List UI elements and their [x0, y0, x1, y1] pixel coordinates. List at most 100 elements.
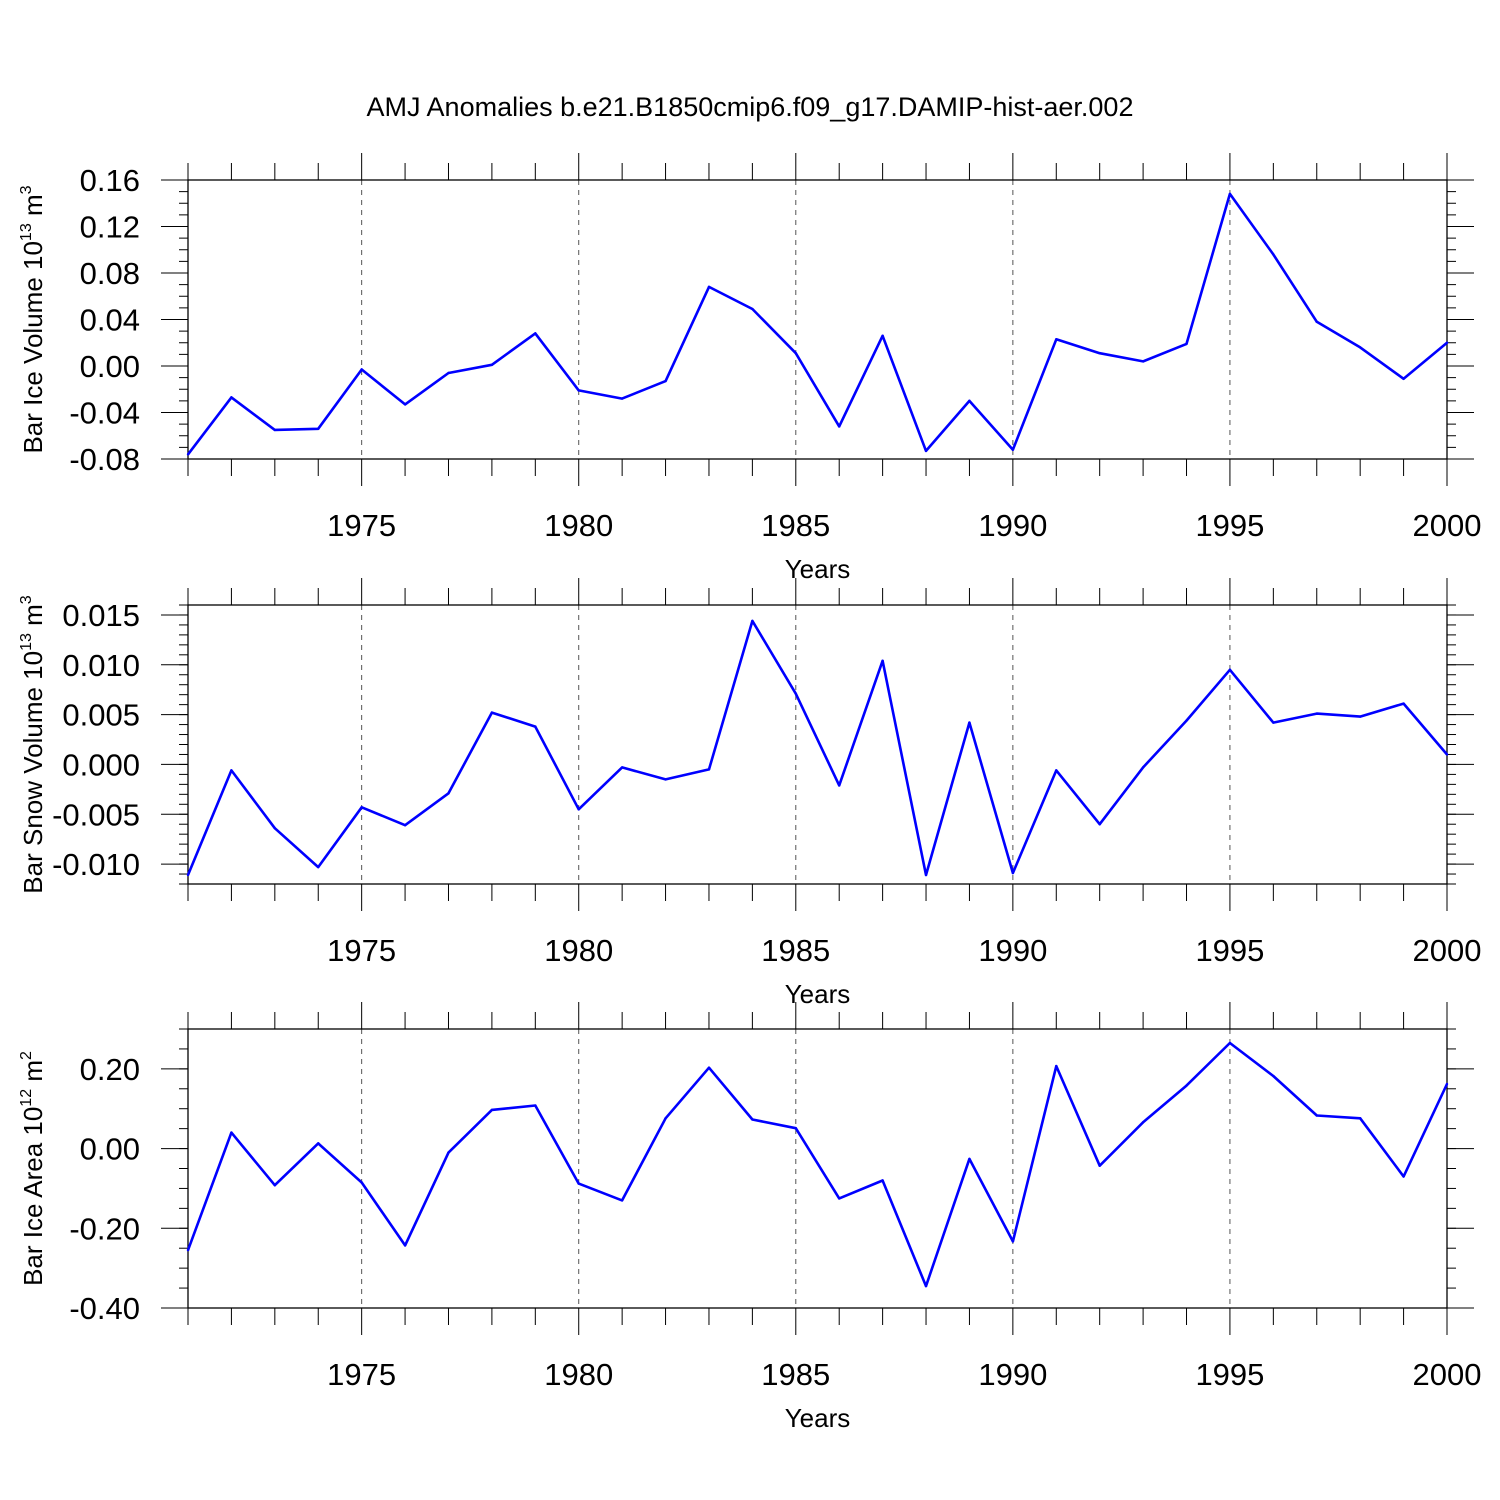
data-point — [1228, 192, 1232, 196]
y-axis-title-unit: m — [18, 194, 48, 223]
data-point — [317, 865, 320, 869]
data-point — [534, 1104, 537, 1107]
x-tick-label: 1980 — [544, 1357, 613, 1392]
plot-frame — [187, 179, 1448, 460]
y-tick-label: -0.08 — [69, 442, 140, 477]
data-point — [968, 1157, 971, 1161]
data-point — [1185, 719, 1188, 722]
y-axis-title-main: Bar Ice Area 10 — [18, 1107, 48, 1286]
series-line-bar-snow-volume — [186, 619, 1448, 877]
y-axis-title: Bar Ice Volume 1013 m3 — [18, 185, 48, 453]
data-point — [881, 1179, 884, 1182]
data-point — [403, 824, 407, 827]
x-tick-label: 1995 — [1195, 933, 1264, 968]
y-axis-title: Bar Snow Volume 1013 m3 — [18, 595, 48, 894]
panel-bar-snow-volume: 1975 1980 1985 1990 1995 2000 Years -0.010 -0.00… — [18, 578, 1481, 1009]
data-point — [1055, 1064, 1058, 1068]
data-point — [664, 1117, 667, 1120]
y-axis-title-unit: m — [18, 604, 48, 633]
chart-title: AMJ Anomalies b.e21.B1850cmip6.f09_g17.D… — [367, 92, 1134, 122]
data-point — [1228, 668, 1232, 671]
data-point — [403, 1244, 407, 1247]
data-point — [534, 725, 537, 728]
x-tick-label: 1985 — [761, 1357, 830, 1392]
series-line-bar-ice-volume — [186, 192, 1448, 456]
y-tick-label: 0.04 — [80, 303, 140, 338]
data-point — [186, 453, 190, 456]
y-tick-label: 0.00 — [80, 1132, 140, 1167]
x-tick-label: 1990 — [978, 1357, 1047, 1392]
data-point — [577, 389, 580, 392]
y-tick-label: -0.005 — [52, 797, 140, 832]
plot-frame — [187, 1028, 1448, 1309]
x-tick-label: 1975 — [327, 1357, 396, 1392]
data-point — [1445, 341, 1449, 344]
data-point — [230, 396, 233, 399]
data-point — [273, 428, 277, 432]
data-point — [751, 1118, 754, 1121]
y-tick-label: 0.005 — [62, 698, 140, 733]
y-tick-label: -0.40 — [69, 1291, 140, 1326]
data-point — [447, 1151, 450, 1154]
x-axis-title: Years — [785, 1403, 851, 1433]
data-point — [838, 1197, 841, 1200]
data-point — [1228, 1041, 1232, 1045]
x-tick-label: 1980 — [544, 508, 613, 543]
data-point — [881, 334, 884, 337]
data-point — [1011, 448, 1015, 451]
data-point — [1315, 320, 1318, 324]
data-point — [534, 332, 537, 335]
x-axis-title: Years — [785, 979, 851, 1009]
y-tick-label: 0.08 — [80, 256, 140, 291]
data-point — [1185, 1084, 1188, 1087]
x-tick-label: 2000 — [1413, 1357, 1482, 1392]
data-point — [1358, 346, 1362, 349]
data-point — [838, 784, 841, 787]
data-point — [230, 769, 233, 772]
data-point — [1098, 1164, 1101, 1167]
data-point — [794, 692, 797, 695]
y-tick-label: 0.16 — [80, 163, 140, 198]
data-point — [924, 873, 928, 877]
series-line-bar-ice-area — [186, 1041, 1449, 1288]
data-point — [620, 766, 624, 769]
data-point — [1402, 377, 1405, 380]
data-point — [1402, 702, 1405, 705]
y-tick-label: 0.20 — [80, 1052, 140, 1087]
data-point — [707, 1066, 711, 1069]
y-axis-title-main: Bar Snow Volume 10 — [18, 651, 48, 894]
data-point — [360, 368, 363, 371]
x-tick-label: 1990 — [978, 933, 1047, 968]
y-axis-title: Bar Ice Area 1012 m2 — [18, 1051, 48, 1286]
data-point — [1098, 823, 1101, 826]
data-point — [794, 1127, 797, 1130]
x-axis-title: Years — [785, 554, 851, 584]
data-point — [968, 721, 971, 724]
data-point — [403, 403, 407, 406]
data-point — [1272, 253, 1275, 256]
data-point — [360, 806, 363, 809]
data-point — [1141, 1121, 1145, 1124]
data-point — [490, 711, 494, 714]
data-point — [620, 1199, 624, 1202]
data-point — [838, 425, 841, 428]
data-point — [1011, 1240, 1015, 1243]
data-point — [360, 1181, 363, 1184]
data-point — [273, 1184, 277, 1187]
data-point — [490, 363, 494, 367]
panel-bar-ice-area: 1975 1980 1985 1990 1995 2000 Years -0.40 -0.20 0… — [18, 1002, 1481, 1433]
data-point — [664, 379, 667, 383]
y-tick-label: -0.010 — [52, 847, 140, 882]
y-tick-label: 0.000 — [62, 747, 140, 782]
data-point — [1272, 721, 1275, 724]
data-point — [707, 285, 711, 289]
x-tick-label: 1980 — [544, 933, 613, 968]
x-tick-label: 2000 — [1413, 508, 1482, 543]
data-point — [1055, 769, 1058, 772]
y-axis-title-unit-exponent: 2 — [18, 1051, 35, 1060]
data-point — [1358, 1117, 1362, 1120]
x-tick-label: 1995 — [1195, 508, 1264, 543]
data-point — [1445, 1082, 1449, 1086]
data-point — [1445, 753, 1449, 756]
